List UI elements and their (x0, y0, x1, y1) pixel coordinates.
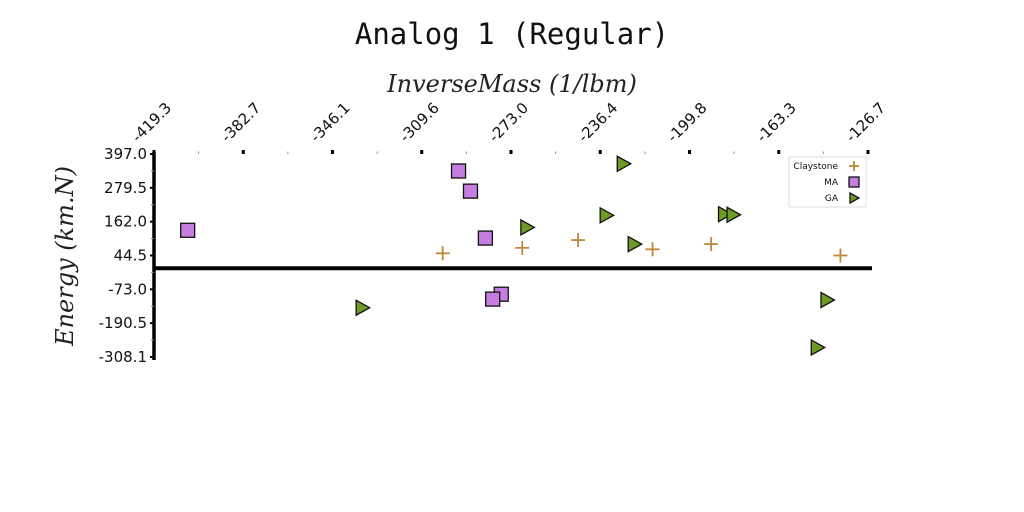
data-point-claystone (704, 237, 719, 252)
legend: Claystone MA GA (788, 156, 867, 208)
x-tick-label: -126.7 (842, 99, 889, 146)
x-tick-label: -273.0 (485, 99, 532, 146)
data-point-claystone (435, 246, 450, 261)
legend-label-ma: MA (824, 178, 839, 188)
y-axis: 397.0 279.5 162.0 44.5 -73.0 -190.5 -308.1 (99, 145, 156, 366)
x-tick-label: -163.3 (753, 99, 800, 146)
y-tick-label: -73.0 (108, 280, 147, 298)
data-point-ga (726, 206, 742, 224)
data-point-ga (810, 338, 827, 357)
data-point-ga (717, 205, 734, 223)
x-tick-label: -419.3 (128, 99, 175, 146)
chart-title: Analog 1 (Regular) (355, 17, 669, 51)
x-axis-title: InverseMass (1/lbm) (386, 70, 637, 98)
data-point-claystone (645, 242, 660, 257)
data-point-ga (616, 155, 633, 173)
data-point-ga (820, 291, 836, 309)
data-point-ma (180, 222, 196, 238)
x-tick-label: -382.7 (217, 99, 264, 146)
x-tick-label: -199.8 (664, 99, 711, 146)
data-points (180, 155, 848, 357)
data-point-ma (485, 291, 501, 307)
x-tick-label: -236.4 (574, 99, 621, 146)
x-tick-label: -346.1 (307, 99, 354, 146)
data-point-ga (355, 299, 371, 317)
data-point-ga (520, 218, 536, 237)
y-tick-label: 279.5 (104, 179, 147, 197)
legend-marker-ma (848, 176, 860, 188)
data-point-ma (477, 230, 494, 246)
data-point-ma (462, 183, 479, 199)
y-tick-label: 397.0 (104, 145, 147, 163)
y-tick-label: -308.1 (99, 348, 147, 366)
legend-label-claystone: Claystone (793, 162, 838, 172)
y-tick-label: 44.5 (114, 247, 147, 265)
x-axis-ticks: -419.3 -382.7 -346.1 -309.6 -273.0 -236.4 -199… (128, 99, 889, 154)
y-axis-title: Energy (km.N) (51, 166, 79, 347)
data-point-claystone (571, 233, 586, 248)
y-tick-label: 162.0 (104, 213, 147, 231)
data-point-claystone (833, 248, 848, 263)
legend-marker-ga (849, 191, 861, 205)
legend-label-ga: GA (825, 194, 839, 204)
data-point-ga (599, 206, 616, 224)
y-tick-label: -190.5 (99, 314, 147, 332)
x-tick-label: -309.6 (396, 99, 443, 146)
data-point-claystone (515, 240, 530, 255)
data-point-ga (627, 235, 644, 253)
data-point-ma (450, 163, 467, 179)
legend-marker-claystone (849, 161, 859, 171)
